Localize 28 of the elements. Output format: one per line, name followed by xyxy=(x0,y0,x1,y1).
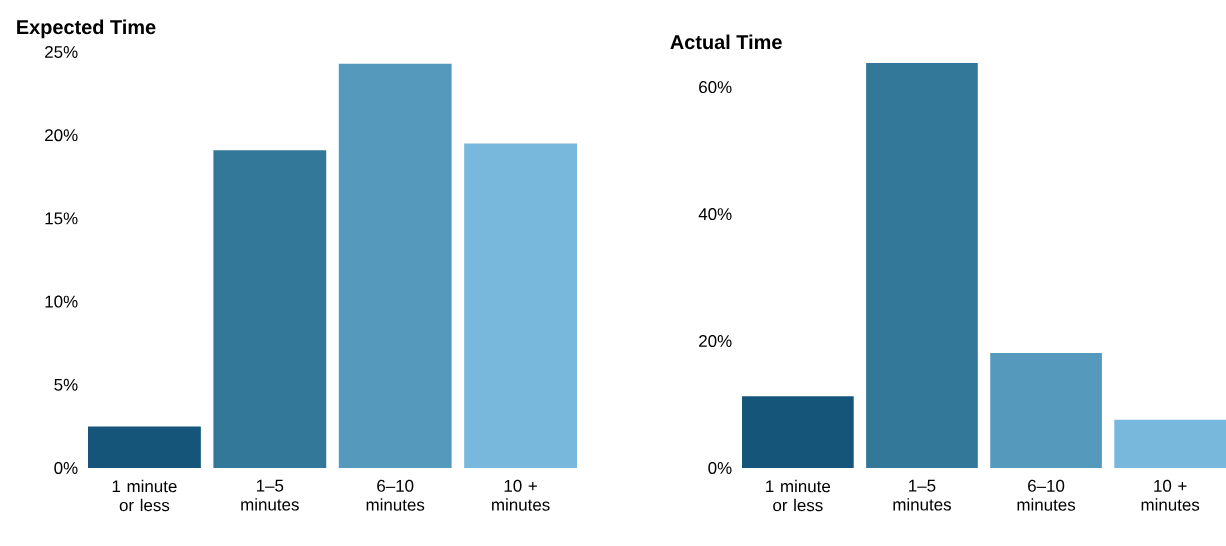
y-tick-label: 15% xyxy=(45,212,78,225)
bar xyxy=(88,426,201,468)
y-tick-label: 40% xyxy=(698,208,732,221)
y-tick-label: 10% xyxy=(45,295,78,308)
y-tick-label: 20% xyxy=(45,129,78,142)
y-tick-label: 0% xyxy=(54,462,78,474)
y-tick-label: 20% xyxy=(699,335,732,348)
bar xyxy=(213,150,327,468)
y-tick-label: 25% xyxy=(45,46,78,58)
chart-title: Actual Time xyxy=(670,34,782,50)
x-tick-label: 1 minute or less xyxy=(766,479,831,512)
bar xyxy=(742,396,854,468)
x-tick-label: 6–10 minutes xyxy=(1017,479,1076,511)
x-tick-label: 10 + minutes xyxy=(1141,479,1200,511)
bar xyxy=(464,143,577,468)
bar xyxy=(338,63,452,468)
x-tick-label: 1–5 minutes xyxy=(893,479,951,511)
x-tick-label: 6–10 minutes xyxy=(366,479,425,511)
x-tick-label: 1 minute or less xyxy=(112,479,177,512)
bar xyxy=(866,62,978,468)
bar xyxy=(1114,419,1226,468)
x-tick-label: 10 + minutes xyxy=(492,479,550,511)
y-tick-label: 0% xyxy=(708,462,732,474)
bar xyxy=(990,353,1102,468)
x-tick-label: 1–5 minutes xyxy=(241,479,299,511)
chart-title: Expected Time xyxy=(17,19,156,39)
y-tick-label: 5% xyxy=(54,378,78,391)
y-tick-label: 60% xyxy=(699,81,732,94)
